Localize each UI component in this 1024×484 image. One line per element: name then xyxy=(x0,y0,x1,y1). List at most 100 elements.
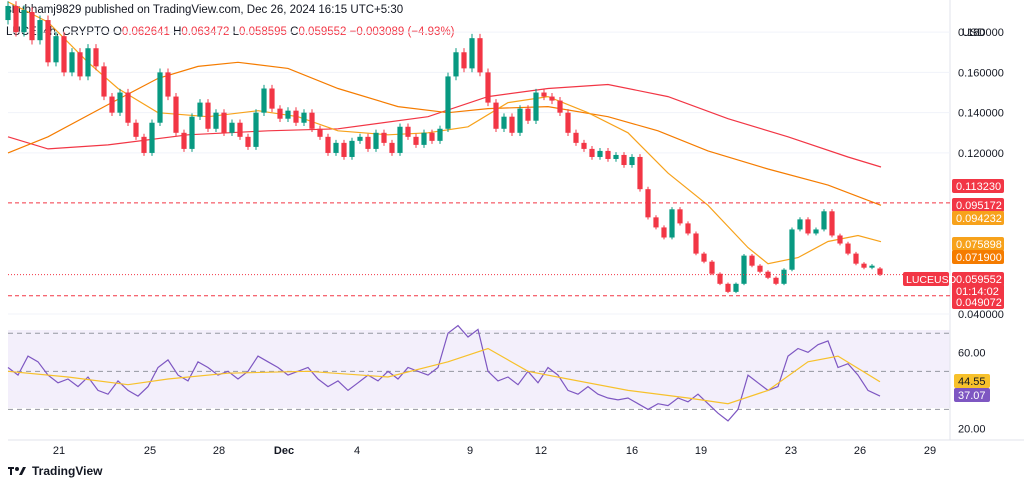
candle-body xyxy=(245,136,251,147)
candle-body xyxy=(661,227,667,238)
moving-average-line xyxy=(7,61,882,206)
rsi-line xyxy=(7,347,881,405)
symbol-price-tag xyxy=(903,272,949,286)
symbol-label[interactable]: LUCE, 4h, CRYPTO xyxy=(6,26,110,38)
time-tick-label: 23 xyxy=(785,445,797,457)
candle-body xyxy=(125,92,131,123)
candle-body xyxy=(653,217,659,228)
symbol-price-tag-label: LUCEUSD xyxy=(906,274,957,286)
price-tag-label: 0.049072 xyxy=(956,297,1002,309)
candle-body xyxy=(693,233,699,254)
open-label: O xyxy=(112,26,122,38)
open-value: 0.062641 xyxy=(121,26,170,38)
price-tag-label: 01:14:02 xyxy=(956,286,999,298)
price-tag xyxy=(952,295,1004,309)
candle-body xyxy=(293,110,299,123)
price-tag-label: 0.075898 xyxy=(956,239,1002,251)
price-tag xyxy=(952,179,1004,193)
candle-body xyxy=(117,92,123,113)
price-tag xyxy=(952,250,1004,264)
price-tag xyxy=(952,198,1004,212)
candle-body xyxy=(237,122,243,137)
candle-body xyxy=(869,265,875,268)
candle-body xyxy=(589,148,595,157)
candle-body xyxy=(93,48,99,67)
candle-body xyxy=(845,243,851,254)
price-tag-label: 0.095172 xyxy=(956,200,1002,212)
tradingview-brand[interactable]: TradingView xyxy=(8,464,102,478)
candle-body xyxy=(477,38,483,73)
candle-body xyxy=(349,140,355,157)
candle-body xyxy=(357,136,363,141)
ohlc-legend: LUCE, 4h, CRYPTO O0.062641 H0.063472 L0.… xyxy=(6,26,455,38)
low-value: 0.058595 xyxy=(238,26,287,38)
rsi-value-label: 37.07 xyxy=(958,390,986,402)
rsi-value-label: 44.55 xyxy=(958,376,986,388)
candle-body xyxy=(229,122,235,133)
candle-body xyxy=(749,255,755,266)
rsi-line xyxy=(7,324,881,422)
candle-body xyxy=(597,150,603,157)
candle-body xyxy=(877,268,883,275)
candle-body xyxy=(253,112,259,147)
candle-body xyxy=(805,219,811,234)
candle-body xyxy=(517,108,523,133)
candle-body xyxy=(165,72,171,97)
candle-body xyxy=(773,277,779,284)
candle-body xyxy=(141,136,147,153)
candle-body xyxy=(157,72,163,123)
candle-body xyxy=(149,122,155,153)
candle-body xyxy=(557,100,563,113)
candle-body xyxy=(85,48,91,77)
time-tick-label: 16 xyxy=(626,445,638,457)
time-tick-label: 21 xyxy=(53,445,65,457)
candle-body xyxy=(509,116,515,133)
candle-body xyxy=(77,52,83,77)
candle-body xyxy=(173,96,179,133)
candle-body xyxy=(205,102,211,129)
price-tick-label: 0.160000 xyxy=(958,67,1004,79)
candle-body xyxy=(189,116,195,149)
candle-body xyxy=(365,136,371,149)
candle-body xyxy=(133,122,139,137)
price-tag-label: 0.071900 xyxy=(956,252,1002,264)
candle-body xyxy=(469,38,475,69)
candle-body xyxy=(421,132,427,145)
rsi-tick-label: 20.00 xyxy=(958,423,986,435)
candle-body xyxy=(109,96,115,113)
candle-body xyxy=(533,92,539,121)
candle-body xyxy=(701,253,707,262)
candle-body xyxy=(741,255,747,284)
candle-body xyxy=(181,132,187,149)
time-tick-label: 9 xyxy=(467,445,473,457)
candle-body xyxy=(413,136,419,145)
candle-body xyxy=(605,150,611,159)
close-value: 0.059552 xyxy=(298,26,347,38)
candle-body xyxy=(677,209,683,224)
candle-body xyxy=(381,132,387,143)
tradingview-brand-name: TradingView xyxy=(32,464,103,478)
candle-body xyxy=(621,154,627,166)
candle-body xyxy=(317,128,323,137)
candle-body xyxy=(861,263,867,268)
candle-body xyxy=(301,112,307,123)
currency-label[interactable]: USD xyxy=(962,27,986,39)
candle-body xyxy=(261,88,267,113)
candle-body xyxy=(429,132,435,141)
candle-body xyxy=(493,102,499,129)
time-tick-label: 25 xyxy=(144,445,156,457)
candle-body xyxy=(669,209,675,238)
candle-body xyxy=(397,126,403,153)
candle-body xyxy=(373,132,379,149)
candle-body xyxy=(285,110,291,119)
candle-body xyxy=(637,156,643,190)
candle-body xyxy=(309,112,315,129)
candle-body xyxy=(501,116,507,129)
candle-body xyxy=(541,92,547,97)
candle-body xyxy=(821,211,827,230)
candle-body xyxy=(733,283,739,292)
candle-body xyxy=(101,66,107,97)
candle-body xyxy=(525,108,531,121)
candle-body xyxy=(53,36,59,63)
